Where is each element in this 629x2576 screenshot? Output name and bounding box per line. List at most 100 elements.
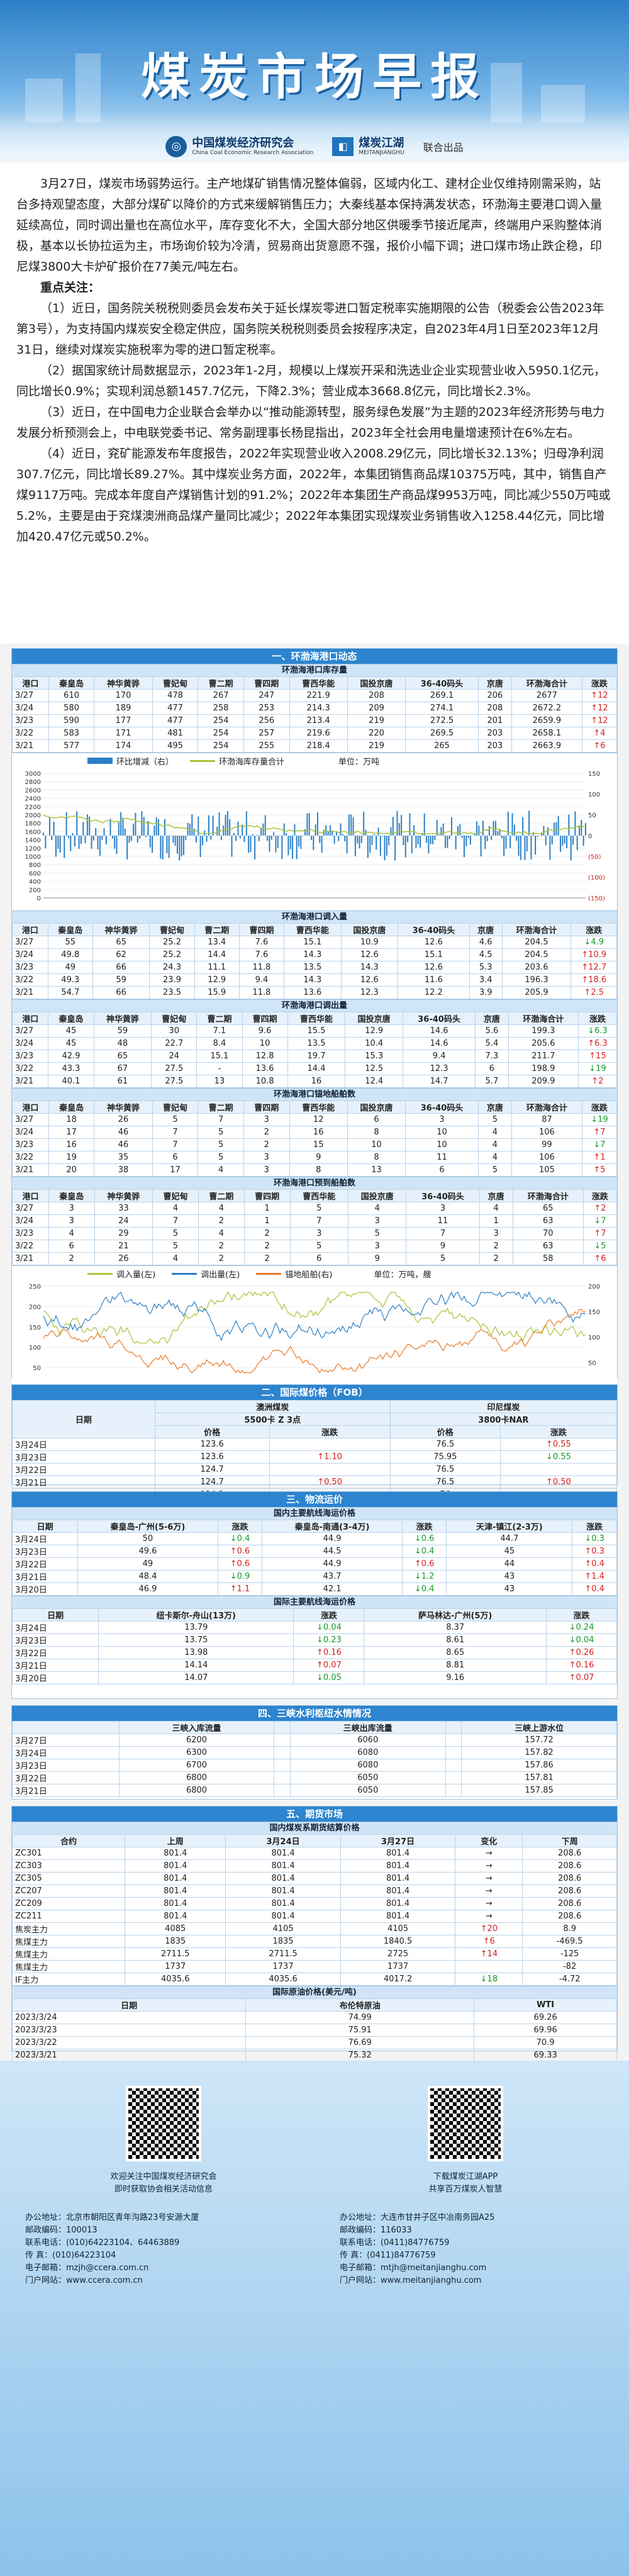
table-cell xyxy=(445,1784,462,1797)
change-bar xyxy=(181,836,182,856)
table-cell: ↑14 xyxy=(455,1947,523,1961)
table-cell: 211.7 xyxy=(508,1050,579,1063)
table-cell: 1 xyxy=(243,1202,291,1215)
anchor-table: 港口 秦皇岛 神华黄骅 曹妃甸 曹二期 曹四期 曹西华能 国投京唐 36-40码头 京唐 环渤海合计… xyxy=(12,1100,618,1177)
table-cell: 43.3 xyxy=(48,1062,94,1075)
table-cell: 5 xyxy=(289,1202,349,1215)
table-cell: 7 xyxy=(198,1113,244,1126)
table-cell: 15.5 xyxy=(287,1024,346,1038)
change-bar xyxy=(116,836,118,854)
water-table: 三峡入库流量 三峡出库流量 三峡上游水位 3月27日 6200 6060 157.72 3月2… xyxy=(12,1721,617,1797)
table-cell: 801.4 xyxy=(340,1884,456,1898)
col-header: 秦皇岛 xyxy=(48,676,95,690)
table-cell: 3月27日 xyxy=(12,1733,120,1747)
col-header: 萨马林达-广州(5万) xyxy=(364,1608,547,1621)
table-cell: 801.4 xyxy=(340,1910,456,1923)
table-cell: ↓0.04 xyxy=(546,1633,617,1647)
change-bar xyxy=(128,836,130,843)
change-bar xyxy=(436,819,438,836)
table-cell: 9.6 xyxy=(242,1024,288,1038)
table-cell: 3月24日 xyxy=(11,1621,99,1634)
table-row: 3月22日 124.7 76.5 xyxy=(12,1463,618,1476)
col-header: 纽卡斯尔-舟山(13万) xyxy=(98,1608,294,1621)
table-cell: 67 xyxy=(93,1062,152,1075)
change-bar xyxy=(503,836,505,856)
outflow-table: 港口 秦皇岛 神华黄骅 曹妃甸 曹二期 曹四期 曹西华能 国投京唐 36-40码头 京唐 环渤海合计… xyxy=(11,1012,618,1088)
table-cell: 209 xyxy=(347,702,406,715)
table-cell: 256 xyxy=(243,714,290,727)
change-bar xyxy=(331,830,333,836)
table-cell: 2 xyxy=(243,1126,290,1139)
table-cell: ZC211 xyxy=(11,1910,126,1923)
table-row: 3月23日 6700 6080 157.86 xyxy=(12,1759,617,1772)
table-cell: 801.4 xyxy=(340,1897,456,1910)
change-bar xyxy=(491,836,493,840)
table-cell: 204.5 xyxy=(501,948,572,961)
change-bar xyxy=(313,836,314,850)
table-cell: 43 xyxy=(446,1582,573,1596)
table-cell: 3月23日 xyxy=(11,1633,99,1647)
table-cell: 17 xyxy=(152,1163,199,1177)
table-cell: 3月23日 xyxy=(12,1450,155,1464)
table-cell: 174 xyxy=(94,739,153,753)
table-cell: ↑7 xyxy=(581,1126,618,1139)
table-cell: 43 xyxy=(446,1570,573,1583)
table-cell: 208 xyxy=(347,689,406,702)
table-cell: 801.4 xyxy=(225,1897,341,1910)
table-cell: 3月22日 xyxy=(11,1646,99,1659)
change-bar xyxy=(267,836,269,841)
change-bar xyxy=(67,836,69,839)
table-cell: 206 xyxy=(477,689,512,702)
anchor-series-line xyxy=(43,1309,586,1374)
change-bar xyxy=(509,836,511,848)
contact-line: 邮政编码：116033 xyxy=(340,2226,412,2235)
change-bar xyxy=(155,817,157,836)
table-cell: 12.9 xyxy=(345,1024,404,1038)
table-cell: 5 xyxy=(152,1113,199,1126)
table-row: 3月24日 50 ↓0.4 44.9 ↓0.6 44.7 ↓0.3 xyxy=(11,1532,617,1545)
table-row: 3/22 43.3 67 27.5-13.6 14.4 12.5 12.3 6 198.9 ↓19 xyxy=(11,1062,618,1075)
change-bar xyxy=(95,827,97,836)
table-cell: ↑6 xyxy=(582,1252,618,1265)
col-header: WTI xyxy=(474,1998,617,2012)
table-cell: 204.5 xyxy=(501,936,572,949)
table-cell: ↓19 xyxy=(577,1062,618,1075)
table-cell: ↑15 xyxy=(577,1050,618,1063)
table-cell: 14.3 xyxy=(284,973,342,987)
change-bar xyxy=(55,836,57,857)
table-cell: 8.81 xyxy=(364,1659,547,1672)
table-row: 2023/3/22 76.69 70.9 xyxy=(11,2036,617,2049)
col-header: 秦皇岛-南通(3-4万) xyxy=(262,1520,403,1533)
table-cell: 9 xyxy=(347,1252,407,1265)
y-tick-label: 50 xyxy=(33,1365,41,1372)
change-bar xyxy=(254,836,256,860)
contact-line: 门户网站：www.meitanjianghu.com xyxy=(340,2276,482,2285)
change-bar xyxy=(198,816,199,836)
change-bar xyxy=(152,836,153,853)
change-bar xyxy=(327,831,329,836)
table-cell: ↓7 xyxy=(581,1138,618,1151)
section-title: 一、环渤海港口动态 xyxy=(12,649,617,664)
col-header: 涨跌 xyxy=(546,1608,617,1621)
table-row: 2023/3/24 74.99 69.26 xyxy=(11,2011,617,2024)
table-cell: 12.4 xyxy=(345,1075,404,1088)
table-cell: 265 xyxy=(405,739,479,753)
change-bar xyxy=(97,836,99,849)
table-cell: 12 xyxy=(289,1113,348,1126)
stock-series-line xyxy=(43,814,586,834)
change-bar xyxy=(281,836,283,860)
table-cell: 4 xyxy=(347,1202,407,1215)
col-header: 京唐 xyxy=(479,1189,513,1202)
qr1-caption-line: 即时获取协会相关活动信息 xyxy=(114,2185,213,2194)
change-bar xyxy=(147,820,149,836)
section-title: 二、国际煤价格（FOB） xyxy=(12,1385,617,1400)
change-bar xyxy=(409,813,411,836)
col-header: 日期 xyxy=(11,1998,247,2012)
ccera-name: 中国煤炭经济研究会 xyxy=(192,136,294,150)
change-bar xyxy=(306,813,308,836)
table-cell: 196.3 xyxy=(501,973,572,987)
col-header: 曹四期 xyxy=(243,1100,290,1114)
table-row: ZC301 801.4 801.4 801.4 → 208.6 xyxy=(11,1847,617,1860)
change-bar xyxy=(231,836,233,857)
table-cell: 7.6 xyxy=(238,948,285,961)
